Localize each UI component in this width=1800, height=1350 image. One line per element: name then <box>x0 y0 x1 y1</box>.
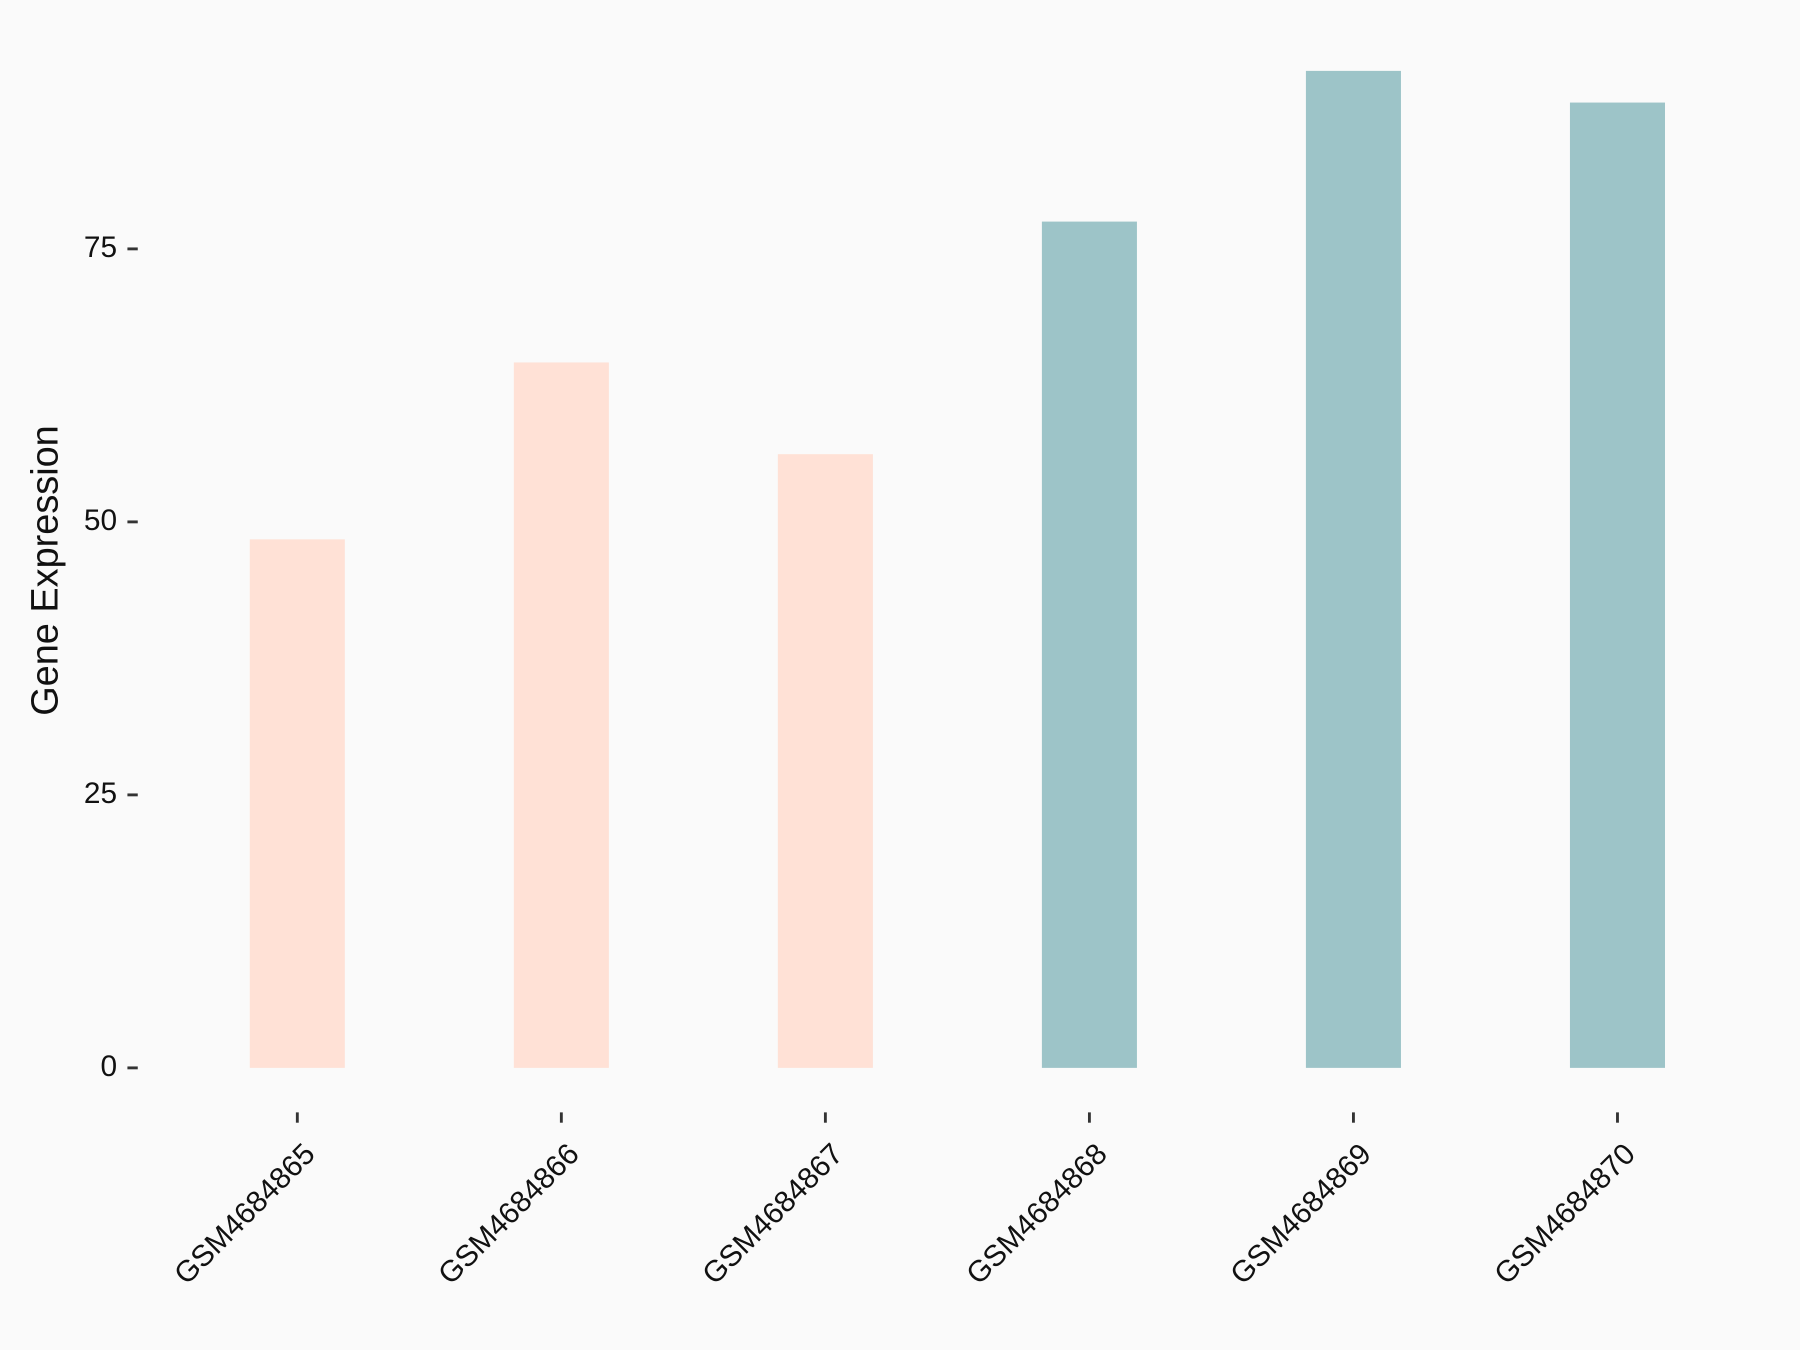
y-tick-label: 25 <box>84 777 117 810</box>
y-tick-label: 50 <box>84 504 117 537</box>
bar <box>513 362 609 1068</box>
y-tick-label: 75 <box>84 231 117 264</box>
y-tick-label: 0 <box>100 1050 117 1083</box>
bar <box>249 539 345 1068</box>
y-axis-title: Gene Expression <box>24 425 66 716</box>
bar <box>1569 102 1665 1068</box>
bar <box>777 454 873 1068</box>
bar <box>1041 221 1137 1068</box>
bar <box>1305 70 1401 1068</box>
